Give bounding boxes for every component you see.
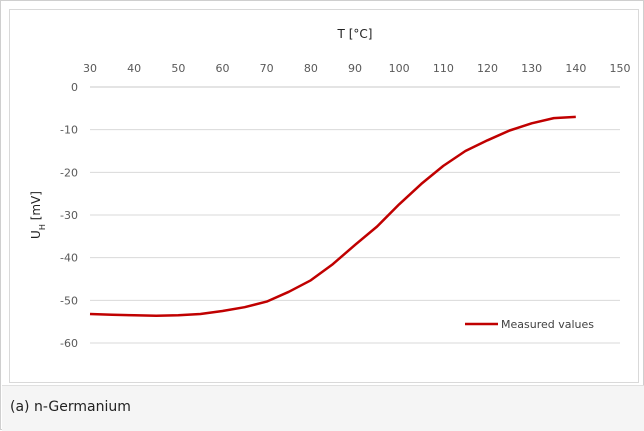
x-tick-label: 90 — [348, 62, 362, 75]
x-tick-label: 150 — [610, 62, 631, 75]
y-axis-title-main: U — [29, 230, 43, 239]
figure-caption: (a) n-Germanium — [2, 385, 644, 431]
caption-text: (a) n-Germanium — [10, 399, 131, 415]
x-tick-label: 130 — [521, 62, 542, 75]
legend-label: Measured values — [501, 318, 594, 331]
x-axis-title: T [°C] — [337, 27, 373, 41]
x-tick-label: 120 — [477, 62, 498, 75]
x-tick-label: 80 — [304, 62, 318, 75]
x-tick-label: 140 — [565, 62, 586, 75]
x-tick-labels: 30 40 50 60 70 80 90 100 110 120 130 140 150 — [83, 62, 631, 75]
chart-svg: 30 40 50 60 70 80 90 100 110 120 130 140 150 0 -10 -20… — [29, 27, 631, 350]
grid-layer — [90, 86, 620, 344]
series-line-measured-values — [89, 115, 576, 317]
series-layer — [89, 115, 576, 317]
chart-area: 30 40 50 60 70 80 90 100 110 120 130 140 150 0 -10 -20… — [9, 9, 639, 383]
y-tick-label: -40 — [60, 252, 78, 265]
y-tick-label: -30 — [60, 209, 78, 222]
y-tick-label: -50 — [60, 294, 78, 307]
x-tick-label: 50 — [171, 62, 185, 75]
y-tick-label: -60 — [60, 337, 78, 350]
y-tick-labels: 0 -10 -20 -30 -40 -50 -60 — [60, 81, 78, 350]
x-tick-label: 70 — [260, 62, 274, 75]
x-tick-label: 110 — [433, 62, 454, 75]
x-tick-label: 30 — [83, 62, 97, 75]
y-axis-title-subscript: H — [38, 224, 47, 230]
x-tick-label: 100 — [389, 62, 410, 75]
x-tick-label: 60 — [216, 62, 230, 75]
x-tick-label: 40 — [127, 62, 141, 75]
y-tick-label: -10 — [60, 124, 78, 137]
y-tick-label: 0 — [71, 81, 78, 94]
y-axis-title: UH [mV] — [29, 191, 47, 239]
legend: Measured values — [465, 318, 594, 331]
y-axis-title-unit: [mV] — [29, 191, 43, 224]
y-tick-label: -20 — [60, 166, 78, 179]
